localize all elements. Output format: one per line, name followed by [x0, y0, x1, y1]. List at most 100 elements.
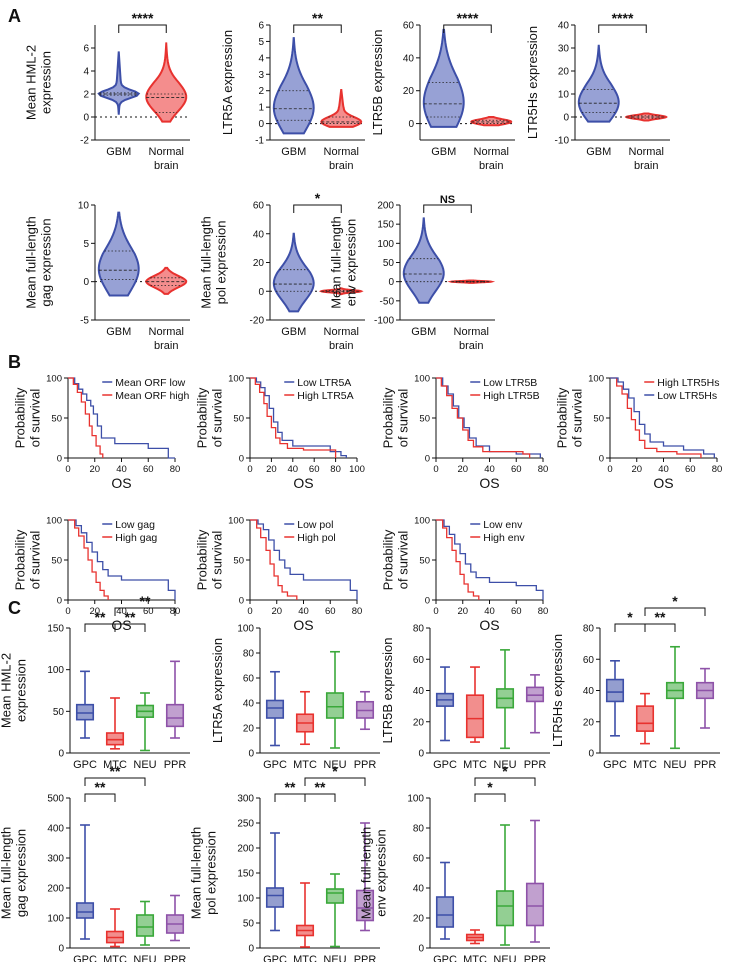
chart-14: 0 50 100 150 Mean HML-2expression GPC MTC NEU PP… [0, 593, 190, 771]
survival-curve-0 [250, 377, 347, 458]
x-category-label: MTC [293, 759, 317, 771]
x-category-label: PPR [164, 954, 187, 962]
x-tick-label: 20 [631, 464, 642, 475]
y-tick-label: 0 [248, 749, 254, 760]
y-tick-label: 5 [258, 37, 264, 48]
y-tick-label: 20 [558, 67, 570, 78]
x-category-label: GBM [106, 326, 131, 338]
box-ppr [525, 882, 545, 927]
y-tick-label: 0 [599, 454, 604, 465]
x-category-label: GBM [106, 146, 131, 158]
y-axis-label: Probabilityof survival [381, 387, 411, 448]
x-tick-label: 80 [170, 464, 181, 475]
significance-label: * [502, 763, 508, 779]
significance-label: * [315, 190, 321, 206]
significance-bracket [644, 607, 706, 616]
x-tick-label: 80 [712, 464, 723, 475]
violin-normal-brain [145, 42, 188, 123]
x-axis-label: OS [111, 475, 131, 491]
y-axis-label-line: pol expression [214, 221, 229, 305]
significance-label: ** [140, 593, 151, 609]
x-category-label: NEU [493, 954, 516, 962]
y-tick-label: 20 [413, 717, 425, 728]
y-axis-label-line: Mean full-length [24, 216, 39, 309]
x-category-label: MTC [293, 954, 317, 962]
y-tick-label: 3 [258, 70, 264, 81]
y-tick-label: 200 [237, 844, 254, 855]
y-axis-label: Mean HML-2expression [24, 45, 54, 120]
x-axis-label: OS [293, 617, 313, 633]
y-tick-label: 0 [57, 596, 62, 607]
x-tick-label: 40 [116, 606, 127, 617]
x-tick-label: 20 [89, 606, 100, 617]
significance-bracket [114, 623, 146, 632]
x-category-label: MTC [103, 759, 127, 771]
y-tick-label: 40 [413, 686, 425, 697]
y-tick-label: 0 [418, 944, 424, 955]
significance-bracket [614, 623, 646, 632]
x-category-label: brain [329, 160, 353, 172]
x-category-label: Normal [324, 326, 359, 338]
y-axis-label: Probabilityof survival [195, 529, 225, 590]
y-tick-label: 0 [418, 749, 424, 760]
x-category-label: brain [329, 340, 353, 352]
y-axis-label: Mean full-lengthenv expression [359, 827, 389, 920]
x-tick-label: 80 [330, 464, 341, 475]
x-tick-label: 80 [352, 606, 363, 617]
x-tick-label: 60 [511, 606, 522, 617]
y-tick-label: 100 [47, 665, 64, 676]
y-tick-label: 150 [237, 869, 254, 880]
x-category-label: GPC [73, 759, 97, 771]
panel-letter-c: C [8, 598, 21, 618]
y-tick-label: 0 [258, 119, 264, 130]
y-tick-label: -1 [255, 136, 264, 147]
x-tick-label: 0 [247, 464, 252, 475]
significance-label: ** [95, 779, 106, 795]
x-tick-label: 20 [457, 464, 468, 475]
y-axis-label: LTR5Hs expression [550, 634, 565, 747]
y-tick-label: 2 [258, 86, 264, 97]
box-mtc [465, 694, 485, 739]
x-tick-label: 80 [538, 606, 549, 617]
y-axis-label-line: of survival [210, 389, 225, 448]
y-tick-label: 100 [414, 374, 430, 385]
legend-label: High env [483, 532, 525, 544]
x-category-label: PPR [354, 759, 377, 771]
significance-label: * [627, 609, 633, 625]
x-axis-label: OS [479, 475, 499, 491]
box-gpc [75, 902, 95, 919]
significance-bracket [304, 793, 336, 802]
y-tick-label: 80 [583, 624, 595, 635]
y-axis-label-line: of survival [210, 531, 225, 590]
significance-label: **** [457, 10, 479, 26]
box-neu [325, 692, 345, 719]
chart-9: 0 50 100 0 20 40 60 80 OS Probabilityof survival L… [381, 374, 549, 492]
y-tick-label: 100 [228, 374, 244, 385]
y-axis-label-line: Mean HML-2 [24, 45, 39, 120]
violin-normal-brain [320, 88, 363, 128]
significance-bracket [304, 777, 366, 786]
y-axis-label: LTR5B expression [380, 638, 395, 744]
survival-curve-1 [610, 377, 715, 458]
y-axis-label-line: LTR5Hs expression [550, 634, 565, 747]
x-category-label: NEU [323, 954, 346, 962]
y-tick-label: 100 [588, 374, 604, 385]
y-tick-label: 60 [403, 21, 415, 32]
chart-18: 0 100 200 300 400 500 Mean full-lengthgag expr… [0, 763, 190, 962]
x-category-label: GBM [281, 326, 306, 338]
y-tick-label: 200 [377, 201, 394, 212]
y-axis-label-line: env expression [344, 219, 359, 306]
x-tick-label: 0 [433, 606, 438, 617]
y-tick-label: 0 [408, 119, 414, 130]
y-axis-label-line: Mean full-length [359, 827, 374, 920]
chart-12: 0 50 100 0 20 40 60 80 OS Probabilityof survival L… [195, 516, 363, 634]
y-axis-label-line: LTR5A expression [210, 638, 225, 743]
legend-label: Low LTR5Hs [657, 390, 717, 402]
y-tick-label: 20 [243, 724, 255, 735]
x-tick-label: 20 [271, 606, 282, 617]
legend-label: Low gag [115, 519, 155, 531]
box-ppr [165, 703, 185, 728]
significance-label: ** [110, 763, 121, 779]
